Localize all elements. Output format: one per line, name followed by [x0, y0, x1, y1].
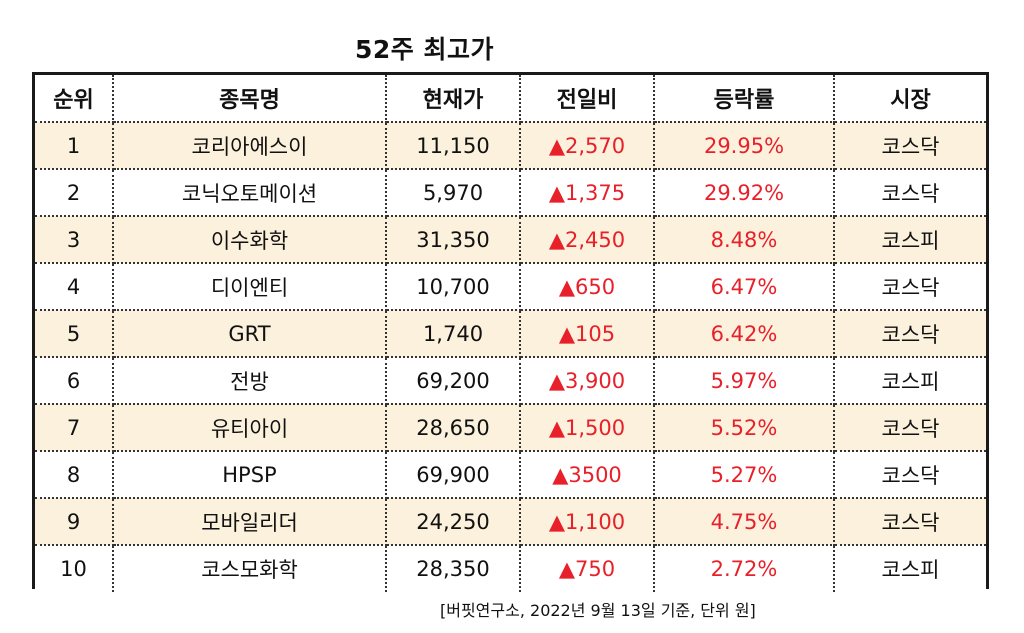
table-row: 8 HPSP 69,900 ▲3500 5.27% 코스닥	[35, 451, 986, 499]
cell-rank: 3	[35, 216, 114, 264]
cell-rank: 9	[35, 498, 114, 546]
cell-market: 코스피	[834, 216, 986, 264]
header-rank: 순위	[35, 75, 114, 123]
table-header-row: 순위 종목명 현재가 전일비 등락률 시장	[35, 75, 986, 123]
cell-rank: 10	[35, 545, 114, 592]
source-caption: [버핏연구소, 2022년 9월 13일 기준, 단위 원]	[440, 601, 756, 620]
table-row: 10 코스모화학 28,350 ▲750 2.72% 코스피	[35, 545, 986, 592]
header-name: 종목명	[113, 75, 387, 123]
cell-price: 28,350	[386, 545, 521, 592]
cell-rank: 1	[35, 122, 114, 170]
table-row: 6 전방 69,200 ▲3,900 5.97% 코스피	[35, 357, 986, 405]
cell-market: 코스닥	[834, 404, 986, 452]
cell-change: ▲650	[520, 263, 655, 311]
cell-name: 모바일리더	[113, 498, 387, 546]
cell-market: 코스닥	[834, 263, 986, 311]
cell-name: 코닉오토메이션	[113, 169, 387, 217]
table-row: 5 GRT 1,740 ▲105 6.42% 코스닥	[35, 310, 986, 358]
cell-name: 이수화학	[113, 216, 387, 264]
cell-price: 1,740	[386, 310, 521, 358]
cell-rate: 6.42%	[654, 310, 835, 358]
cell-rate: 5.52%	[654, 404, 835, 452]
cell-change: ▲105	[520, 310, 655, 358]
cell-rank: 8	[35, 451, 114, 499]
cell-price: 24,250	[386, 498, 521, 546]
cell-price: 69,200	[386, 357, 521, 405]
cell-rate: 5.27%	[654, 451, 835, 499]
cell-name: HPSP	[113, 451, 387, 499]
cell-change: ▲3,900	[520, 357, 655, 405]
cell-name: 전방	[113, 357, 387, 405]
cell-name: 코스모화학	[113, 545, 387, 592]
cell-rate: 4.75%	[654, 498, 835, 546]
cell-price: 69,900	[386, 451, 521, 499]
table-row: 3 이수화학 31,350 ▲2,450 8.48% 코스피	[35, 216, 986, 264]
cell-rate: 8.48%	[654, 216, 835, 264]
cell-rank: 7	[35, 404, 114, 452]
cell-price: 11,150	[386, 122, 521, 170]
cell-name: 디이엔티	[113, 263, 387, 311]
cell-market: 코스닥	[834, 122, 986, 170]
cell-change: ▲1,375	[520, 169, 655, 217]
cell-market: 코스닥	[834, 169, 986, 217]
cell-rank: 4	[35, 263, 114, 311]
cell-rank: 2	[35, 169, 114, 217]
cell-price: 31,350	[386, 216, 521, 264]
cell-rate: 29.92%	[654, 169, 835, 217]
ranking-table: 순위 종목명 현재가 전일비 등락률 시장 1 코리아에스이 11,150 ▲2…	[35, 75, 986, 592]
table-row: 1 코리아에스이 11,150 ▲2,570 29.95% 코스닥	[35, 122, 986, 170]
cell-market: 코스닥	[834, 498, 986, 546]
table-row: 9 모바일리더 24,250 ▲1,100 4.75% 코스닥	[35, 498, 986, 546]
cell-rank: 5	[35, 310, 114, 358]
ranking-table-frame: 순위 종목명 현재가 전일비 등락률 시장 1 코리아에스이 11,150 ▲2…	[32, 72, 989, 592]
cell-rate: 5.97%	[654, 357, 835, 405]
cell-rank: 6	[35, 357, 114, 405]
header-price: 현재가	[386, 75, 521, 123]
cell-change: ▲2,570	[520, 122, 655, 170]
cell-change: ▲3500	[520, 451, 655, 499]
cell-rate: 2.72%	[654, 545, 835, 592]
cell-price: 28,650	[386, 404, 521, 452]
page-title: 52주 최고가	[355, 35, 494, 64]
cell-market: 코스닥	[834, 310, 986, 358]
cell-name: 코리아에스이	[113, 122, 387, 170]
table-row: 7 유티아이 28,650 ▲1,500 5.52% 코스닥	[35, 404, 986, 452]
cell-rate: 29.95%	[654, 122, 835, 170]
cell-market: 코스피	[834, 357, 986, 405]
cell-market: 코스닥	[834, 451, 986, 499]
cell-name: 유티아이	[113, 404, 387, 452]
cell-name: GRT	[113, 310, 387, 358]
cell-change: ▲1,100	[520, 498, 655, 546]
cell-market: 코스피	[834, 545, 986, 592]
table-row: 2 코닉오토메이션 5,970 ▲1,375 29.92% 코스닥	[35, 169, 986, 217]
cell-rate: 6.47%	[654, 263, 835, 311]
header-change: 전일비	[520, 75, 655, 123]
header-market: 시장	[834, 75, 986, 123]
cell-change: ▲2,450	[520, 216, 655, 264]
cell-price: 10,700	[386, 263, 521, 311]
header-rate: 등락률	[654, 75, 835, 123]
table-row: 4 디이엔티 10,700 ▲650 6.47% 코스닥	[35, 263, 986, 311]
cell-change: ▲750	[520, 545, 655, 592]
cell-change: ▲1,500	[520, 404, 655, 452]
cell-price: 5,970	[386, 169, 521, 217]
